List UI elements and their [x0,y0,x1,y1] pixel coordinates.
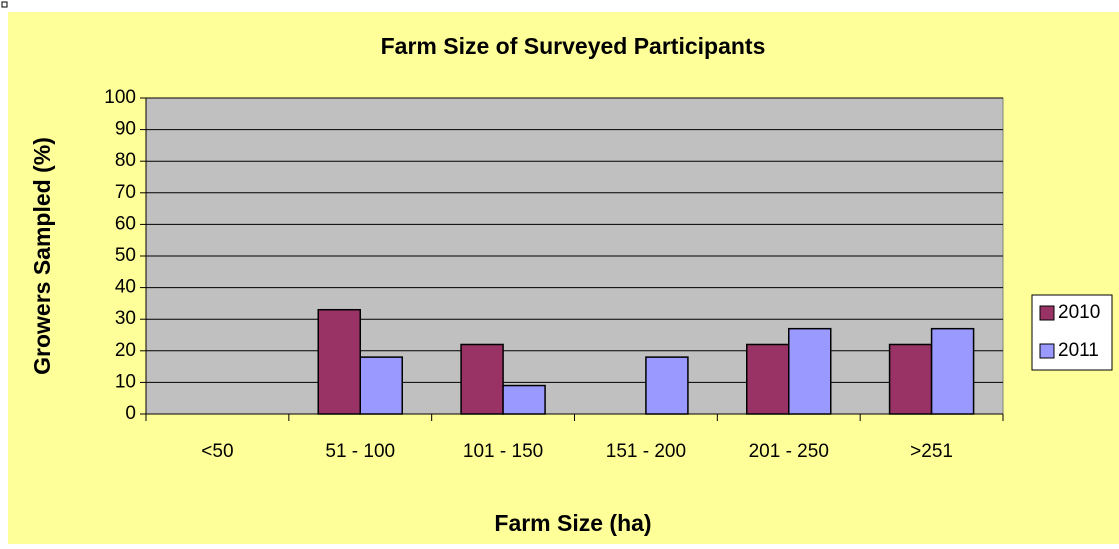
y-tick-label: 0 [125,403,136,424]
bar [502,384,546,415]
bar [645,356,689,415]
bar [359,356,403,415]
legend-label: 2010 [1058,302,1100,323]
y-tick-label: 50 [115,245,136,266]
bar [317,308,361,415]
y-tick-label: 30 [115,308,136,329]
x-tick-label: 201 - 250 [749,441,829,462]
y-tick-label: 20 [115,340,136,361]
y-tick-label: 10 [115,371,136,392]
x-axis-label: Farm Size (ha) [494,510,651,536]
legend-label: 2011 [1058,340,1099,361]
legend-swatch [1039,343,1055,359]
y-tick-label: 100 [104,87,136,108]
bar [888,343,933,415]
legend-swatch [1039,305,1055,321]
chart-title: Farm Size of Surveyed Participants [381,33,766,59]
x-tick-label: <50 [201,441,233,462]
y-tick-label: 90 [115,119,136,140]
bar [930,327,975,415]
x-tick-label: 51 - 100 [325,441,395,462]
bar [460,343,504,415]
y-tick-label: 60 [115,213,136,234]
y-tick-label: 40 [115,277,136,298]
bar [746,343,790,415]
y-axis-label: Growers Sampled (%) [29,137,55,375]
x-tick-label: 151 - 200 [606,441,686,462]
x-tick-label: 101 - 150 [463,441,543,462]
y-tick-label: 80 [115,150,136,171]
x-tick-label: >251 [910,441,953,462]
artifact [1,1,8,8]
y-tick-label: 70 [115,182,136,203]
bar [788,327,832,415]
